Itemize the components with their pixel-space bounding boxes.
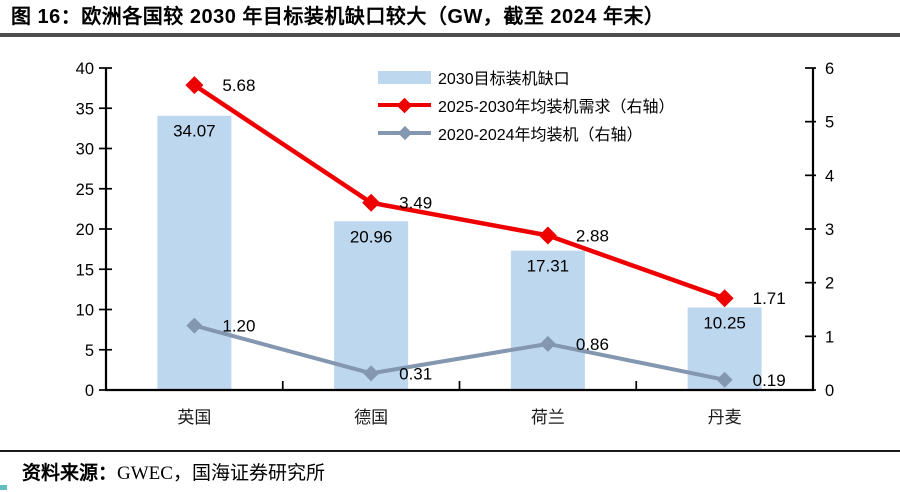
left-tick-label: 0 [85,382,94,400]
legend-item-target-gap: 2030目标装机缺口 [378,67,675,88]
left-tick-label: 40 [76,60,94,78]
right-tick-label: 4 [825,167,834,185]
category-label-0: 英国 [177,408,211,427]
right-tick-label: 1 [825,328,834,346]
line-series-1 [193,323,726,382]
left-tick-label: 30 [76,141,94,159]
left-tick-label: 15 [76,261,94,279]
title-divider [0,33,900,37]
source-line: 资料来源：GWEC，国海证券研究所 [22,458,325,485]
line-label-0-1: 3.49 [399,194,432,213]
legend-bar-swatch-icon [378,70,431,84]
left-tick-label: 10 [76,302,94,320]
diamond-marker-1-0 [186,317,203,334]
bar-label-2: 17.31 [527,257,570,276]
line-label-1-3: 0.19 [753,371,786,390]
right-tick-label: 6 [825,60,834,78]
legend-gray-line-swatch-icon [378,123,431,143]
legend-red-diamond-icon [396,97,413,113]
diamond-marker-0-3 [715,289,734,308]
bar-0 [157,115,232,390]
right-tick-label: 3 [825,221,834,239]
category-label-2: 荷兰 [531,408,565,427]
line-series-0 [193,83,726,301]
legend-item-demand-2025-2030: 2025-2030年均装机需求（右轴） [378,95,675,116]
left-tick-label: 20 [76,221,94,239]
right-tick-label: 0 [825,382,834,400]
right-tick-label: 2 [825,275,834,293]
legend-gray-diamond-icon [397,125,412,141]
diamond-marker-1-2 [539,335,556,352]
chart-legend: 2030目标装机缺口 2025-2030年均装机需求（右轴） 2020-2024… [378,67,675,144]
legend-label-target-gap: 2030目标装机缺口 [438,71,570,88]
line-label-1-0: 1.20 [222,317,255,336]
figure-title: 图 16：欧洲各国较 2030 年目标装机缺口较大（GW，截至 2024 年末） [11,6,665,28]
source-names: GWEC，国海证券研究所 [117,463,325,484]
corner-artifact-mark [0,485,7,490]
left-tick-label: 35 [76,100,94,118]
category-label-1: 德国 [354,408,388,427]
line-label-1-1: 0.31 [399,364,432,383]
diamond-marker-0-0 [185,76,204,95]
bar-label-3: 10.25 [703,313,746,332]
bar-label-0: 34.07 [173,122,216,141]
category-label-3: 丹麦 [708,408,742,427]
legend-label-demand: 2025-2030年均装机需求（右轴） [438,99,675,116]
legend-item-installed-2020-2024: 2020-2024年均装机（右轴） [378,123,675,144]
legend-red-line-swatch-icon [378,95,431,115]
bar-1 [334,221,409,390]
left-tick-label: 25 [76,181,94,199]
diamond-marker-1-3 [716,371,733,388]
source-divider [0,450,900,452]
diamond-marker-0-1 [362,193,381,212]
line-label-1-2: 0.86 [576,335,609,354]
legend-label-installed: 2020-2024年均装机（右轴） [438,127,643,144]
line-label-0-3: 1.71 [753,289,786,308]
line-label-0-0: 5.68 [222,76,255,95]
bar-2 [510,250,585,390]
diamond-marker-0-2 [538,226,557,245]
source-label: 资料来源： [22,463,118,484]
left-tick-label: 5 [85,342,94,360]
diamond-marker-1-1 [363,365,380,382]
line-label-0-2: 2.88 [576,226,609,245]
right-tick-label: 5 [825,114,834,132]
bar-label-1: 20.96 [350,227,393,246]
